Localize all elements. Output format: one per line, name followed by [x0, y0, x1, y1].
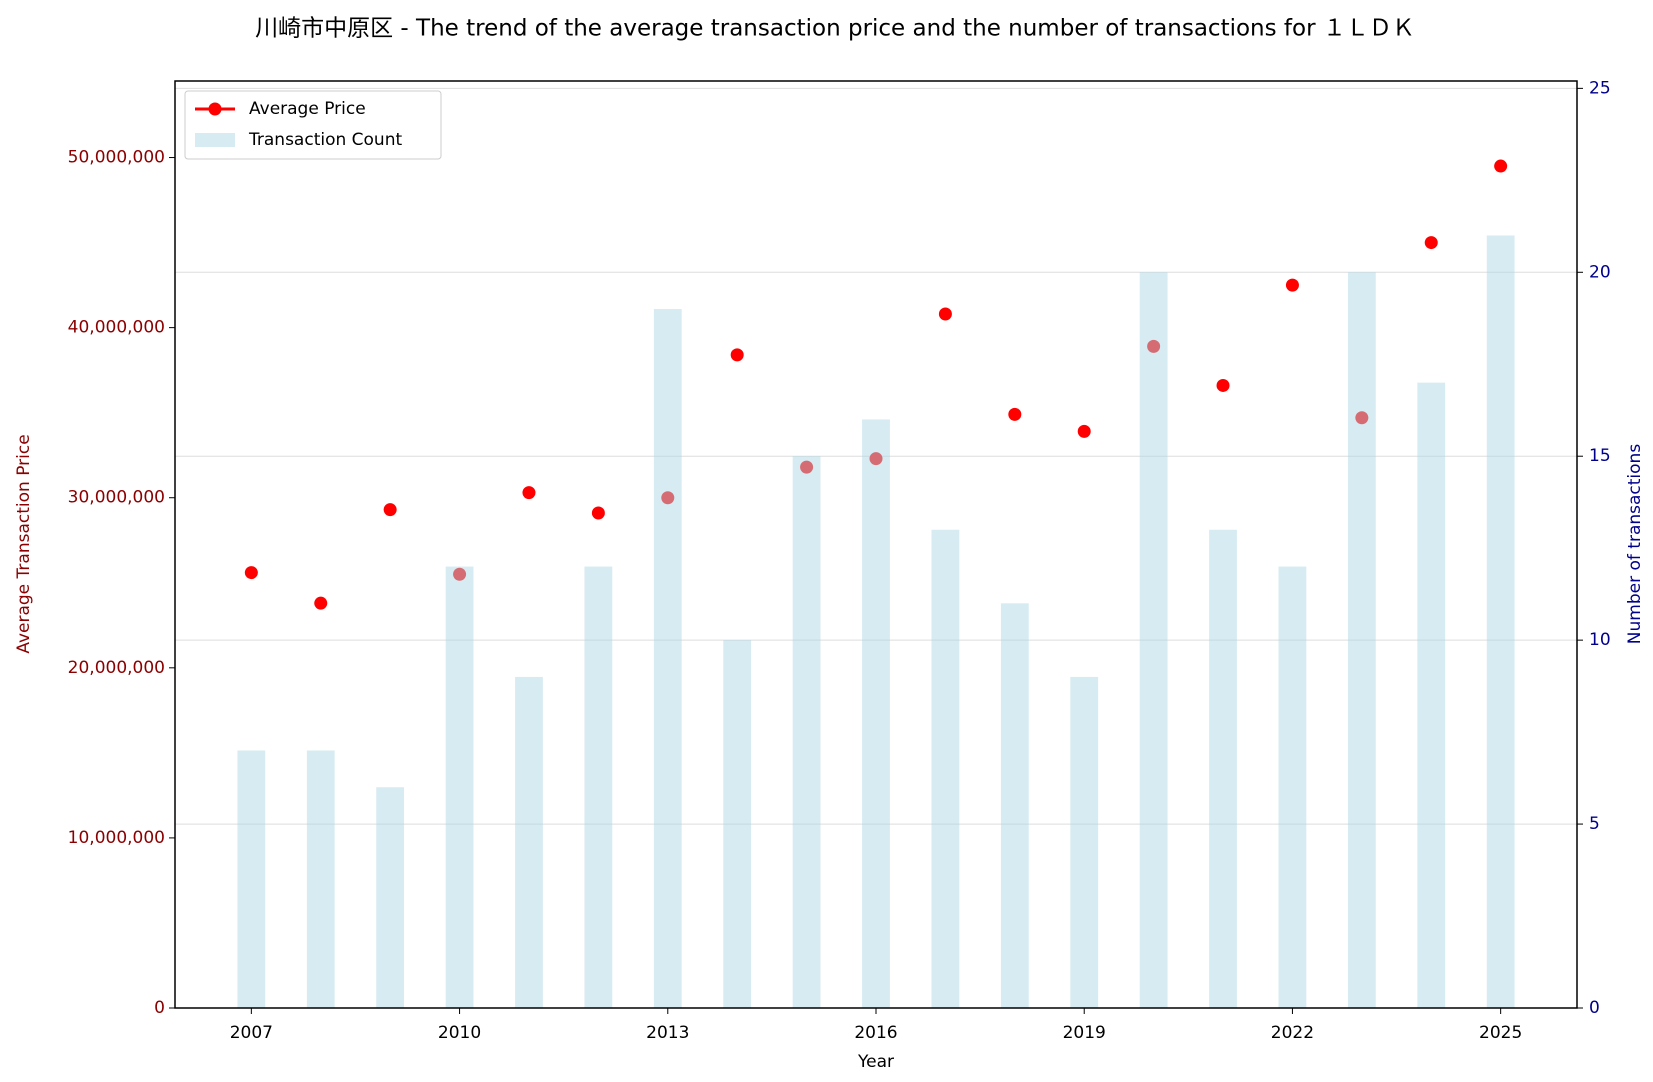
y2-tick-label: 25 — [1589, 78, 1611, 98]
y-tick-label: 0 — [154, 998, 165, 1018]
price-marker — [522, 486, 536, 500]
plot-frame — [174, 80, 1578, 1009]
x-tick-label: 2013 — [646, 1023, 689, 1043]
y2-tick-label: 20 — [1589, 262, 1611, 282]
count-bar — [792, 456, 821, 1008]
count-bar — [1417, 382, 1446, 1009]
y-tick-label: 20,000,000 — [68, 658, 165, 678]
x-tick-label: 2016 — [854, 1023, 897, 1043]
count-bar — [1000, 603, 1029, 1008]
count-bar — [1070, 676, 1099, 1008]
price-marker — [938, 307, 952, 321]
y-axis-label: Average Transaction Price — [14, 434, 34, 653]
count-bar — [445, 566, 474, 1008]
count-bar — [1139, 272, 1168, 1008]
price-marker — [591, 506, 605, 520]
price-marker — [1424, 236, 1438, 250]
count-bar — [723, 640, 752, 1008]
legend-label: Transaction Count — [248, 130, 402, 150]
price-marker — [730, 348, 744, 362]
price-marker — [314, 596, 328, 610]
y-tick-label: 40,000,000 — [68, 318, 165, 338]
price-marker — [1216, 378, 1230, 392]
count-bar — [1486, 235, 1515, 1008]
legend-marker — [208, 102, 222, 116]
count-bar — [237, 750, 266, 1008]
price-marker — [1008, 407, 1022, 421]
y-tick-label: 30,000,000 — [68, 488, 165, 508]
count-bar — [653, 309, 682, 1009]
legend-swatch — [195, 133, 235, 147]
y2-tick-label: 0 — [1589, 998, 1600, 1018]
price-marker — [1077, 424, 1091, 438]
count-bar — [1209, 529, 1237, 1008]
count-bar — [1347, 272, 1376, 1008]
price-marker — [1494, 159, 1508, 173]
x-tick-label: 2007 — [230, 1023, 273, 1043]
count-bar — [1278, 566, 1307, 1008]
price-marker — [1285, 278, 1299, 292]
count-bar — [306, 750, 335, 1008]
count-bar — [931, 529, 960, 1008]
count-bar — [515, 676, 543, 1008]
price-marker — [244, 566, 258, 580]
price-marker — [383, 503, 397, 517]
x-tick-label: 2010 — [438, 1023, 481, 1043]
legend-box — [184, 90, 442, 160]
y-tick-label: 50,000,000 — [68, 148, 165, 168]
x-tick-label: 2022 — [1271, 1023, 1314, 1043]
y2-tick-label: 10 — [1589, 630, 1611, 650]
y2-axis-label: Number of transactions — [1625, 444, 1645, 645]
y-tick-label: 10,000,000 — [68, 828, 165, 848]
x-tick-label: 2019 — [1063, 1023, 1106, 1043]
y2-tick-label: 15 — [1589, 446, 1611, 466]
count-bar — [862, 419, 890, 1008]
count-bar — [584, 566, 613, 1008]
x-tick-label: 2025 — [1479, 1023, 1522, 1043]
chart-title: 川崎市中原区 - The trend of the average transa… — [255, 16, 1415, 42]
legend-label: Average Price — [249, 99, 366, 119]
x-axis-label: Year — [857, 1052, 894, 1072]
y2-tick-label: 5 — [1589, 814, 1600, 834]
count-bar — [376, 787, 405, 1008]
